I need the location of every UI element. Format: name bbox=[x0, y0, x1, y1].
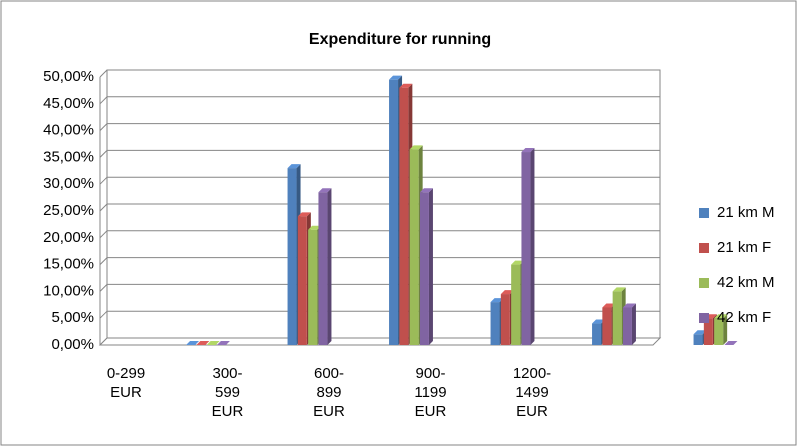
bar-front bbox=[602, 307, 612, 345]
legend-swatch bbox=[699, 278, 709, 288]
legend-label: 42 km M bbox=[717, 274, 775, 291]
bar-front bbox=[490, 302, 500, 345]
legend-label: 42 km F bbox=[717, 309, 771, 326]
bar bbox=[724, 341, 738, 345]
bar-front bbox=[612, 291, 622, 345]
bar bbox=[196, 341, 210, 345]
y-tick-label: 45,00% bbox=[43, 95, 94, 112]
bar-top bbox=[399, 83, 413, 88]
bar-front bbox=[703, 318, 713, 345]
bar bbox=[714, 314, 728, 345]
bar-top bbox=[500, 290, 514, 295]
bar-side bbox=[631, 303, 636, 345]
bar-front bbox=[409, 149, 419, 345]
bar-top bbox=[389, 75, 403, 80]
bar-top bbox=[308, 225, 322, 230]
grid-line bbox=[99, 283, 660, 292]
bar-front bbox=[389, 79, 399, 346]
bar bbox=[216, 341, 230, 345]
legend-label: 21 km M bbox=[717, 204, 775, 221]
bar bbox=[419, 188, 433, 345]
bar-front bbox=[693, 334, 703, 345]
bar-front bbox=[297, 216, 307, 345]
bar bbox=[186, 341, 200, 345]
x-tick-label: 300-599 EUR bbox=[211, 365, 244, 420]
bar-side bbox=[428, 188, 433, 345]
grid-line bbox=[99, 69, 660, 78]
bar bbox=[622, 303, 636, 345]
bar-top bbox=[419, 188, 433, 193]
bar bbox=[318, 188, 332, 345]
bar-top bbox=[287, 164, 301, 169]
x-tick-label: 0-299 EUR bbox=[106, 365, 146, 401]
bar-front bbox=[521, 152, 531, 345]
bar-top bbox=[724, 341, 738, 345]
x-tick-label: 600-899 EUR bbox=[313, 365, 345, 420]
legend-swatch bbox=[699, 208, 709, 218]
bar-side bbox=[530, 148, 535, 345]
y-tick-label: 10,00% bbox=[43, 282, 94, 299]
bar-front bbox=[399, 87, 409, 345]
y-tick-label: 0,00% bbox=[51, 336, 94, 353]
y-tick-label: 30,00% bbox=[43, 175, 94, 192]
y-tick-label: 40,00% bbox=[43, 122, 94, 139]
bar-top bbox=[612, 287, 626, 292]
grid-line bbox=[99, 123, 660, 131]
legend-swatch bbox=[699, 313, 709, 323]
bar-top bbox=[318, 188, 332, 193]
bar-front bbox=[511, 264, 521, 345]
bar bbox=[206, 341, 220, 345]
grid-line bbox=[99, 176, 660, 185]
floor bbox=[98, 337, 662, 346]
bar-front bbox=[592, 323, 602, 345]
grid-line bbox=[99, 230, 660, 239]
bar-top bbox=[216, 341, 230, 345]
bar-top bbox=[693, 330, 707, 335]
bar bbox=[521, 148, 535, 345]
bar-top bbox=[714, 314, 728, 319]
bar-top bbox=[521, 148, 535, 153]
bar-top bbox=[196, 341, 210, 345]
bar-top bbox=[622, 303, 636, 308]
legend-label: 21 km F bbox=[717, 239, 771, 256]
grid-line bbox=[99, 96, 660, 105]
bar-side bbox=[327, 188, 332, 345]
grid-line bbox=[99, 257, 660, 265]
y-tick-label: 25,00% bbox=[43, 202, 94, 219]
bar-front bbox=[419, 192, 429, 345]
bar-front bbox=[308, 229, 318, 345]
grid-line bbox=[99, 310, 660, 319]
x-tick-label: 900-1199 EUR bbox=[414, 365, 447, 420]
bar-top bbox=[511, 260, 525, 265]
y-tick-label: 50,00% bbox=[43, 68, 94, 85]
bar-front bbox=[714, 318, 724, 345]
legend-swatch bbox=[699, 243, 709, 253]
bar-top bbox=[409, 145, 423, 150]
bar-side bbox=[723, 314, 728, 345]
bar-front bbox=[318, 192, 328, 345]
bar-top bbox=[186, 341, 200, 345]
grid-line bbox=[99, 203, 660, 212]
y-tick-label: 35,00% bbox=[43, 148, 94, 165]
bar-front bbox=[622, 307, 632, 345]
x-tick-label: 1200-1499 EUR bbox=[512, 365, 552, 420]
bar-top bbox=[592, 319, 606, 324]
bar-front bbox=[287, 168, 297, 345]
bar-top bbox=[490, 298, 504, 303]
bar-front bbox=[500, 294, 510, 345]
bar-top bbox=[206, 341, 220, 345]
chart-title: Expenditure for running bbox=[309, 31, 491, 48]
y-tick-label: 15,00% bbox=[43, 256, 94, 273]
bar-top bbox=[602, 303, 616, 308]
y-tick-label: 5,00% bbox=[51, 309, 94, 326]
y-tick-label: 20,00% bbox=[43, 229, 94, 246]
bar-top bbox=[297, 212, 311, 217]
grid-line bbox=[99, 149, 660, 158]
